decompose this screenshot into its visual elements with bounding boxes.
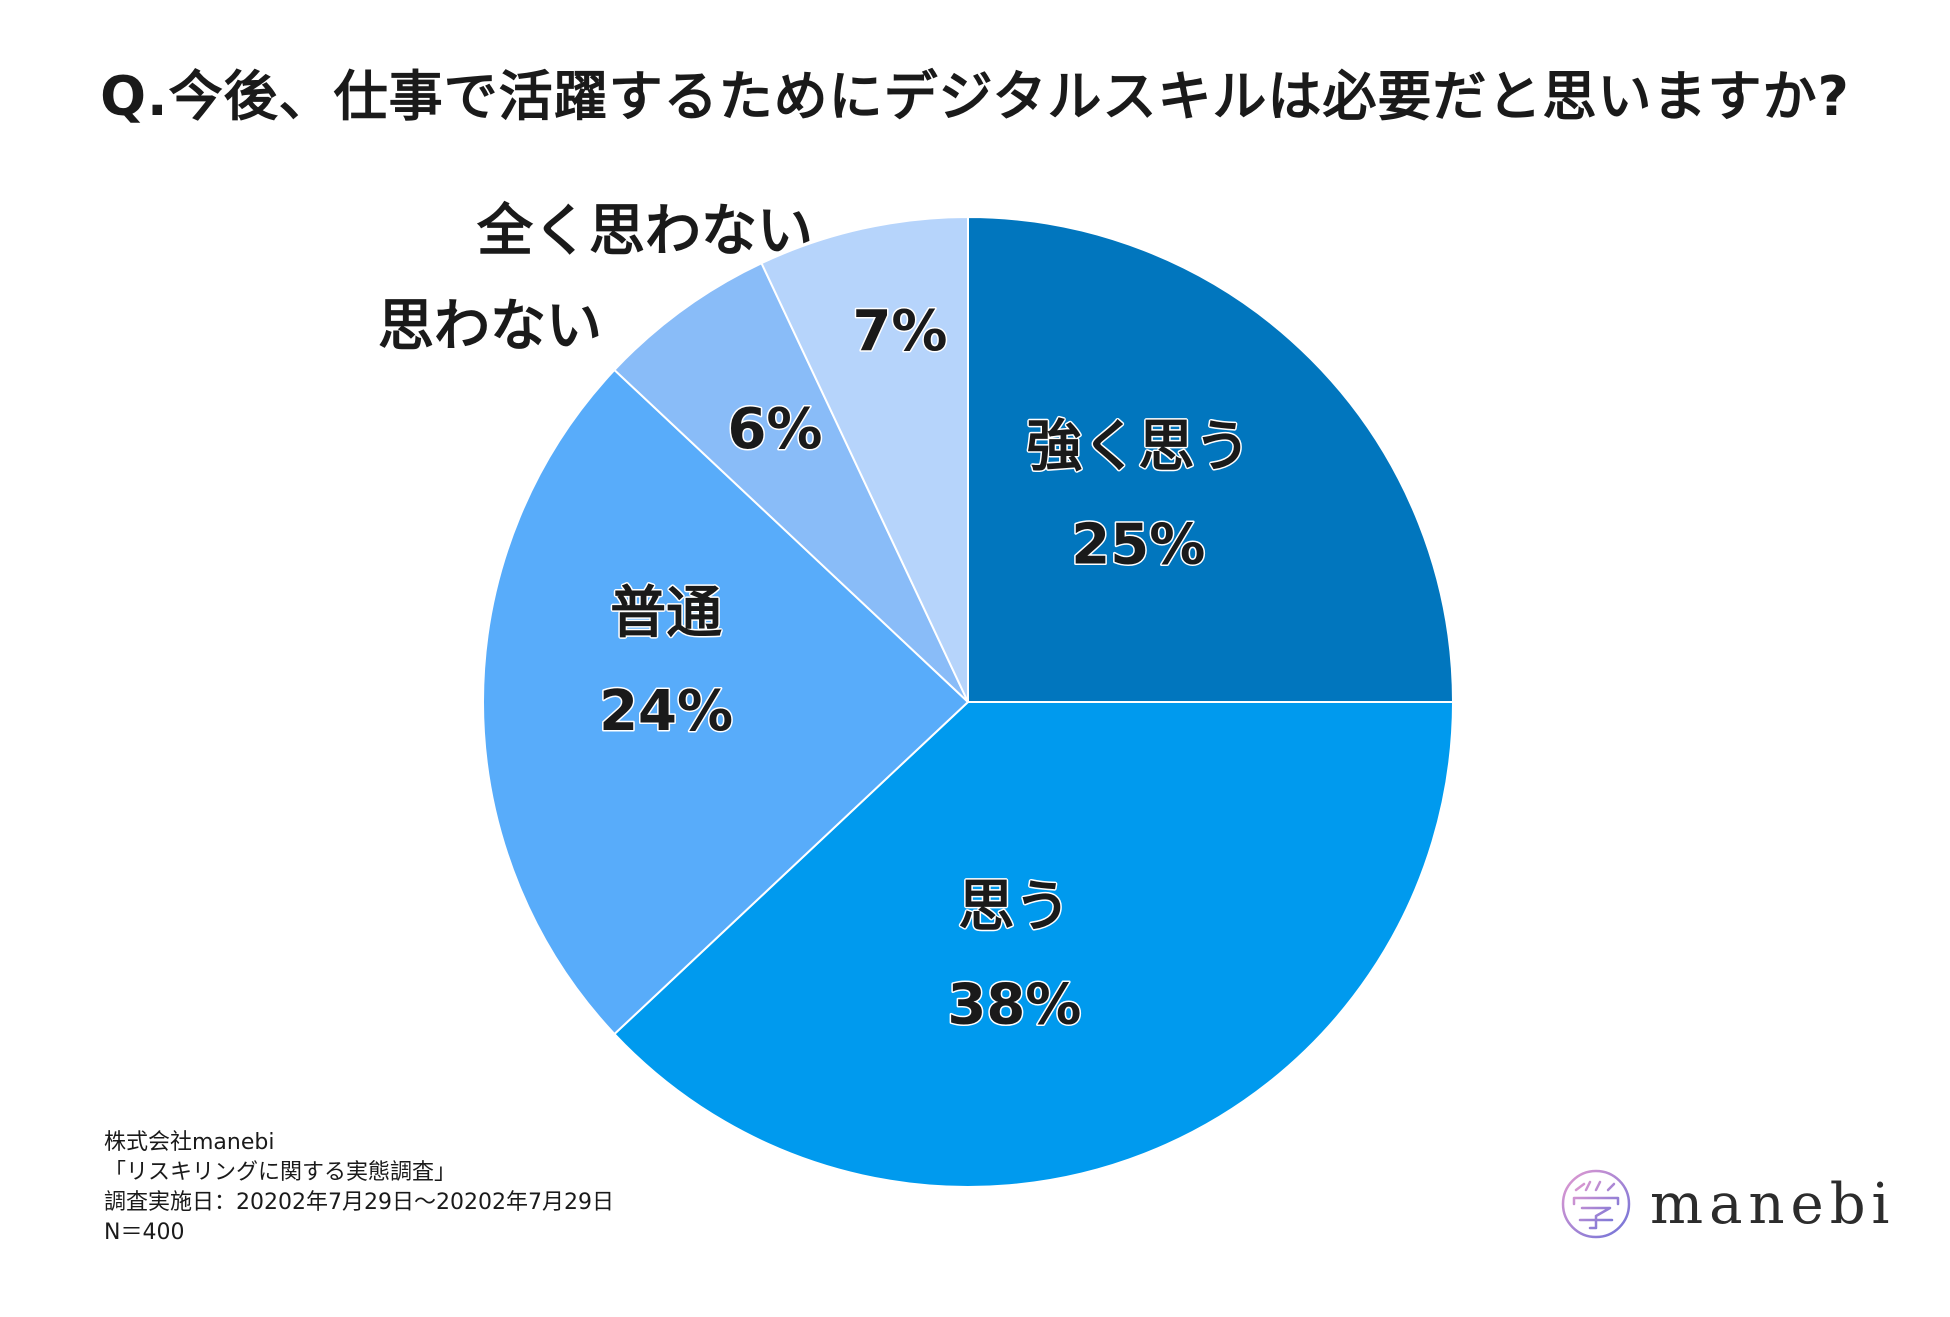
slice-label-4: 思わない [378,294,602,359]
pie-slice-2 [613,701,1455,1189]
slice-value-3: 24% [599,679,733,744]
chart-title: Q.今後、仕事で活躍するためにデジタルスキルは必要だと思いますか? [100,65,1850,128]
pie-slices [481,215,1455,1189]
slice-value-2: 38% [947,973,1081,1038]
slice-label-2: 思う [958,875,1070,940]
footer-survey-date: 調査実施日：20202年7月29日〜20202年7月29日 [104,1190,614,1215]
logo-text: manebi [1650,1171,1896,1237]
manebi-logo: manebi [1560,1168,1895,1240]
survey-footer: 株式会社manebi 「リスキリングに関する実態調査」 調査実施日：20202年… [104,1128,614,1248]
pie-slice-3 [481,368,970,1036]
footer-company: 株式会社manebi [104,1130,275,1155]
slice-value-4: 6% [727,397,822,462]
footer-sample-size: N＝400 [104,1220,185,1245]
footer-survey-name: 「リスキリングに関する実態調査」 [104,1160,457,1185]
slice-label-1: 強く思う [1026,415,1250,480]
slice-value-1: 25% [1071,513,1205,578]
pie-labels: 強く思う 25% 思う 38% 普通 24% 思わない 6% 全く思わない 7% [377,198,1252,1040]
slice-label-3: 普通 [610,581,722,646]
pie-slice-4 [613,261,969,703]
pie-slice-5 [760,215,969,703]
slice-label-5: 全く思わない [476,199,813,264]
slice-value-5: 7% [852,299,947,364]
manebi-logo-mark-icon [1561,1169,1631,1239]
pie-slice-1 [967,215,1455,703]
